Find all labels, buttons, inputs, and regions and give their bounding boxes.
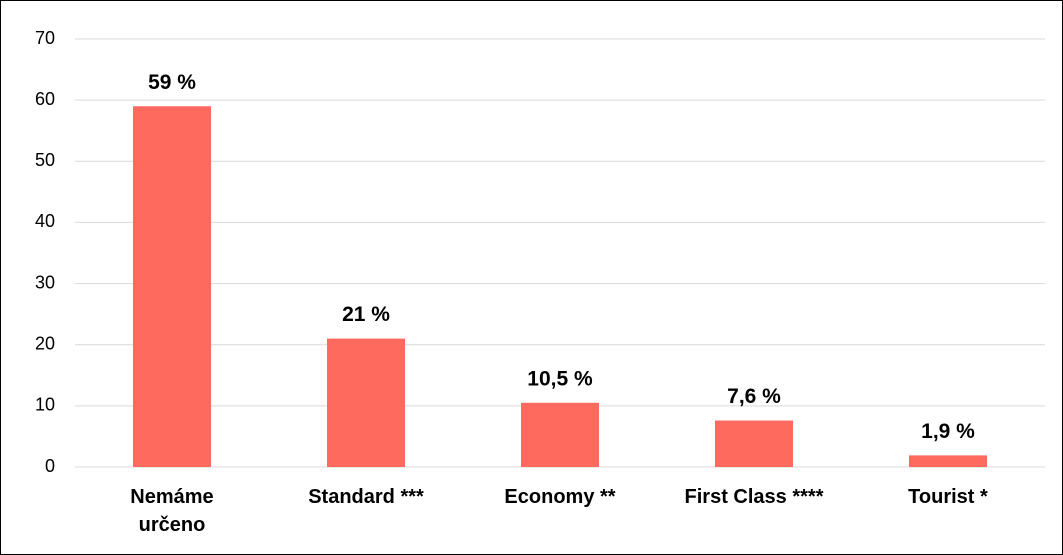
y-tick-label: 20	[35, 333, 55, 353]
y-tick-label: 40	[35, 211, 55, 231]
y-tick-label: 0	[45, 456, 55, 476]
value-label: 7,6 %	[727, 385, 781, 408]
y-tick-label: 70	[35, 28, 55, 48]
bar	[521, 402, 599, 467]
y-tick-label: 10	[35, 395, 55, 415]
y-tick-label: 60	[35, 89, 55, 109]
bar	[327, 338, 405, 467]
x-tick-label: Economy **	[504, 486, 616, 508]
value-label: 59 %	[148, 71, 196, 94]
bar	[715, 420, 793, 467]
y-tick-label: 30	[35, 272, 55, 292]
bar	[909, 455, 987, 467]
x-tick-label: Nemáme určeno	[130, 486, 214, 536]
x-tick-label: First Class ****	[684, 486, 824, 508]
value-label: 10,5 %	[527, 367, 593, 390]
value-label: 1,9 %	[921, 420, 975, 443]
bar	[133, 106, 211, 467]
y-tick-label: 50	[35, 150, 55, 170]
value-label: 21 %	[342, 303, 390, 326]
x-tick-label: Standard ***	[308, 486, 424, 508]
x-tick-label: Tourist *	[908, 486, 988, 508]
